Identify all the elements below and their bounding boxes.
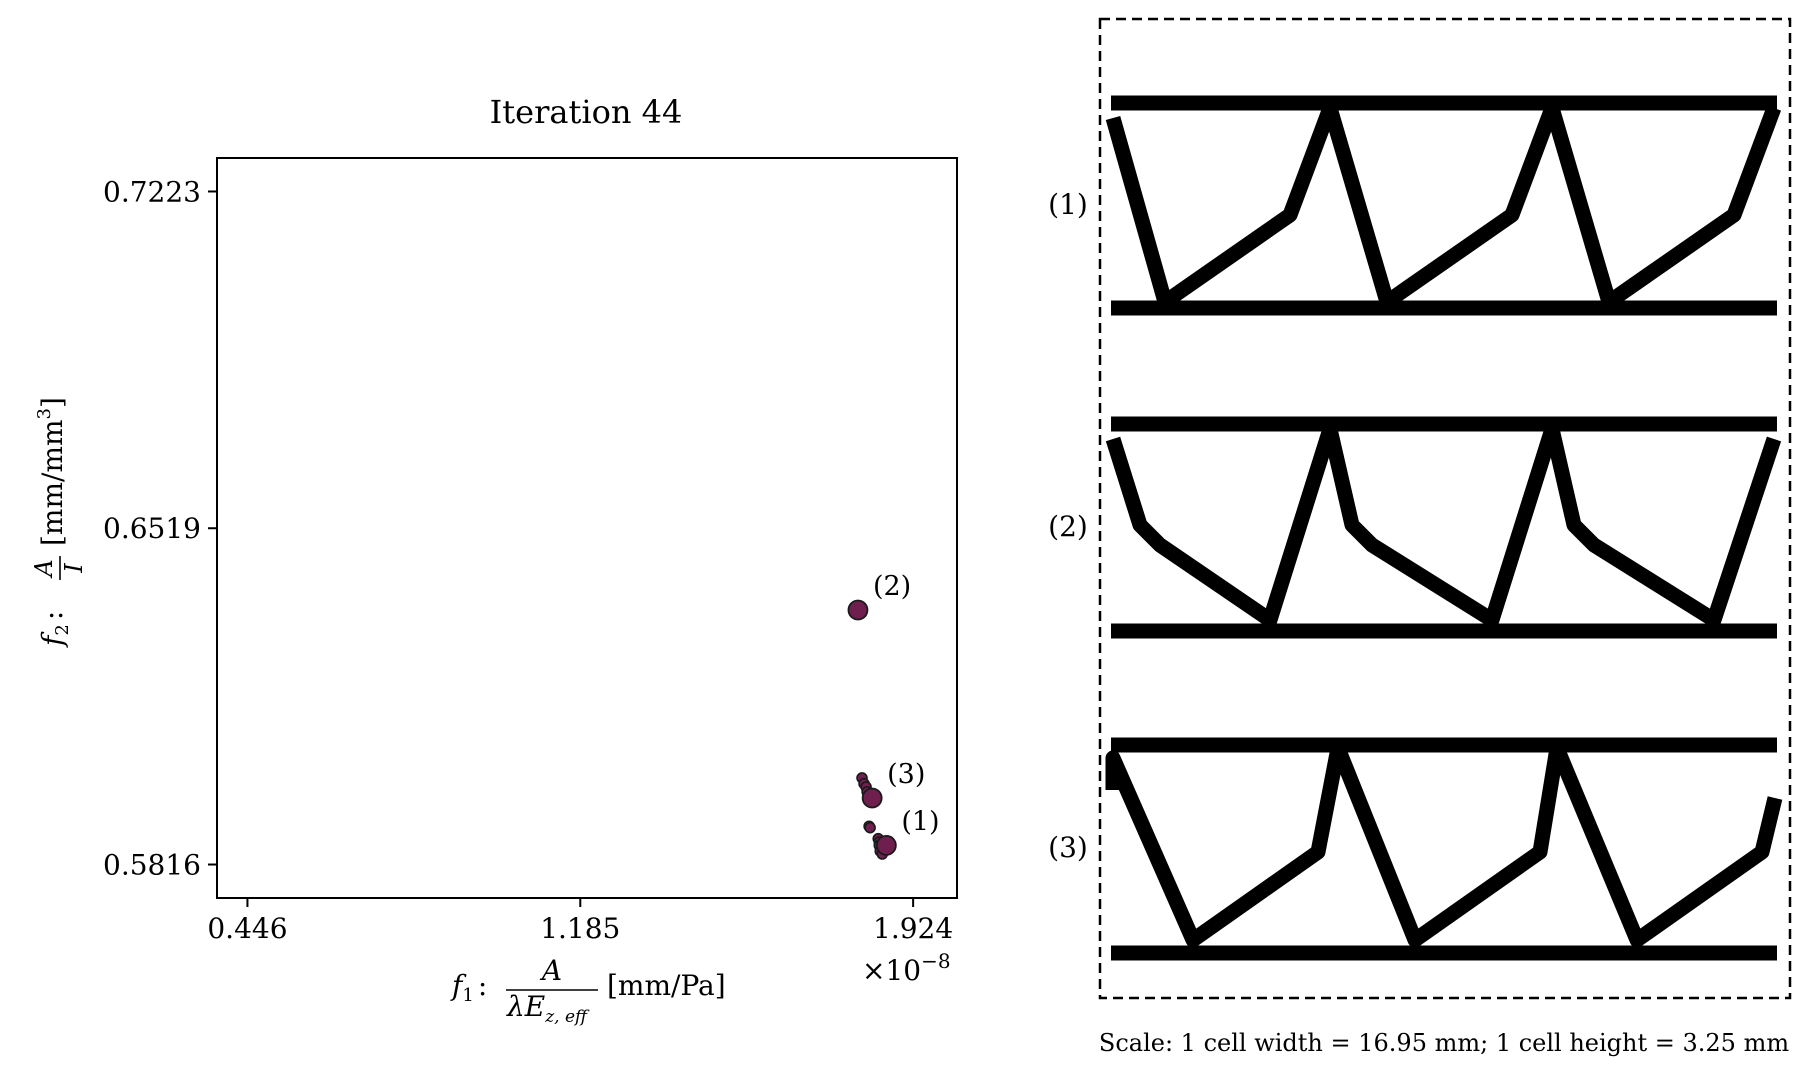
y-axis-label: f2: A I [mm/mm3] bbox=[30, 397, 88, 648]
y-tick-label: 0.7223 bbox=[103, 175, 201, 208]
svg-text:A: A bbox=[30, 559, 58, 578]
unit-cell-structure-3 bbox=[1105, 737, 1783, 961]
structure-label-3: (3) bbox=[1048, 831, 1088, 864]
highlighted-point bbox=[861, 787, 883, 809]
x-axis-label: f1: A λEz, eff [mm/Pa] bbox=[450, 954, 726, 1027]
y-tick-label: 0.6519 bbox=[103, 512, 201, 545]
plot-area bbox=[216, 157, 958, 899]
scale-note: Scale: 1 cell width = 16.95 mm; 1 cell h… bbox=[1099, 1029, 1789, 1057]
svg-text:A: A bbox=[539, 954, 562, 987]
highlighted-point bbox=[847, 599, 869, 621]
svg-text:I: I bbox=[60, 563, 88, 574]
svg-text:f1:: f1: bbox=[450, 969, 487, 1006]
y-axis-ticks: 0.7223 0.6519 0.5816 bbox=[103, 175, 217, 882]
svg-text:[mm/Pa]: [mm/Pa] bbox=[607, 969, 726, 1002]
chart-title: Iteration 44 bbox=[490, 93, 683, 131]
point-annotation: (1) bbox=[901, 806, 939, 837]
svg-text:[mm/mm3]: [mm/mm3] bbox=[34, 397, 69, 546]
y-tick-label: 0.5816 bbox=[103, 849, 201, 882]
x-tick-label: 1.924 bbox=[873, 912, 953, 945]
x-tick-label: 0.446 bbox=[207, 912, 287, 945]
point-annotation: (3) bbox=[887, 759, 925, 790]
data-point bbox=[864, 821, 876, 834]
unit-cell-structure-1 bbox=[1105, 95, 1782, 316]
x-axis-multiplier: ×10−8 bbox=[862, 949, 951, 987]
unit-cell-structure-2 bbox=[1105, 416, 1782, 639]
svg-text:f2:: f2: bbox=[36, 611, 73, 648]
structure-label-2: (2) bbox=[1048, 510, 1088, 543]
structure-label-1: (1) bbox=[1048, 188, 1088, 221]
x-tick-label: 1.185 bbox=[540, 912, 620, 945]
x-axis-ticks: 0.446 1.185 1.924 bbox=[207, 898, 953, 945]
point-annotation: (2) bbox=[873, 571, 911, 602]
highlighted-point bbox=[875, 834, 897, 856]
svg-text:λEz, eff: λEz, eff bbox=[506, 990, 590, 1027]
scatter-points: (1) (2) (3) bbox=[847, 571, 940, 860]
cell-panel-frame bbox=[1098, 17, 1792, 1000]
